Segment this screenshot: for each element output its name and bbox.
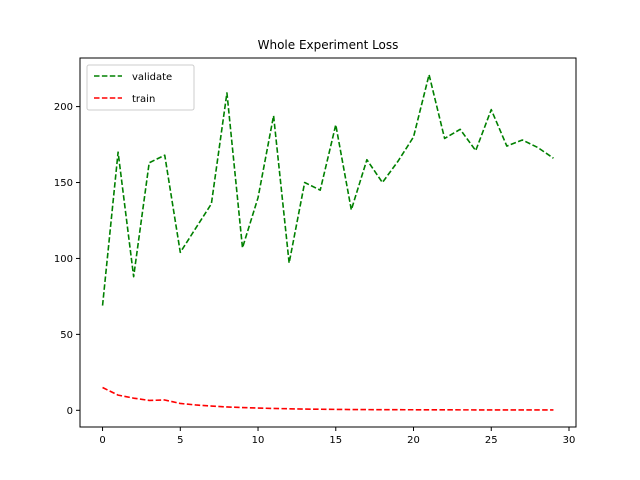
axes: 0 5 10 15 20 25 30 0 50 100 150 200 xyxy=(54,57,577,446)
y-tick-label: 50 xyxy=(60,330,73,341)
chart-title: Whole Experiment Loss xyxy=(258,38,399,52)
y-tick-label: 150 xyxy=(54,178,73,189)
series-line-validate xyxy=(101,73,554,306)
legend: validate train xyxy=(86,64,195,111)
y-tick-label: 100 xyxy=(54,254,73,265)
x-tick-label: 0 xyxy=(99,435,105,446)
plot-area xyxy=(101,73,554,411)
x-tick-label: 5 xyxy=(177,435,183,446)
x-tick-label: 10 xyxy=(252,435,265,446)
y-tick-label: 0 xyxy=(67,406,73,417)
series-line-train xyxy=(102,386,554,411)
axes-frame xyxy=(79,57,577,428)
x-tick-label: 15 xyxy=(329,435,342,446)
y-tick-label: 200 xyxy=(54,102,73,113)
x-tick-label: 30 xyxy=(563,435,576,446)
x-tick-label: 20 xyxy=(407,435,420,446)
legend-label-train: train xyxy=(132,94,155,105)
x-tick-label: 25 xyxy=(485,435,498,446)
legend-label-validate: validate xyxy=(132,72,172,83)
